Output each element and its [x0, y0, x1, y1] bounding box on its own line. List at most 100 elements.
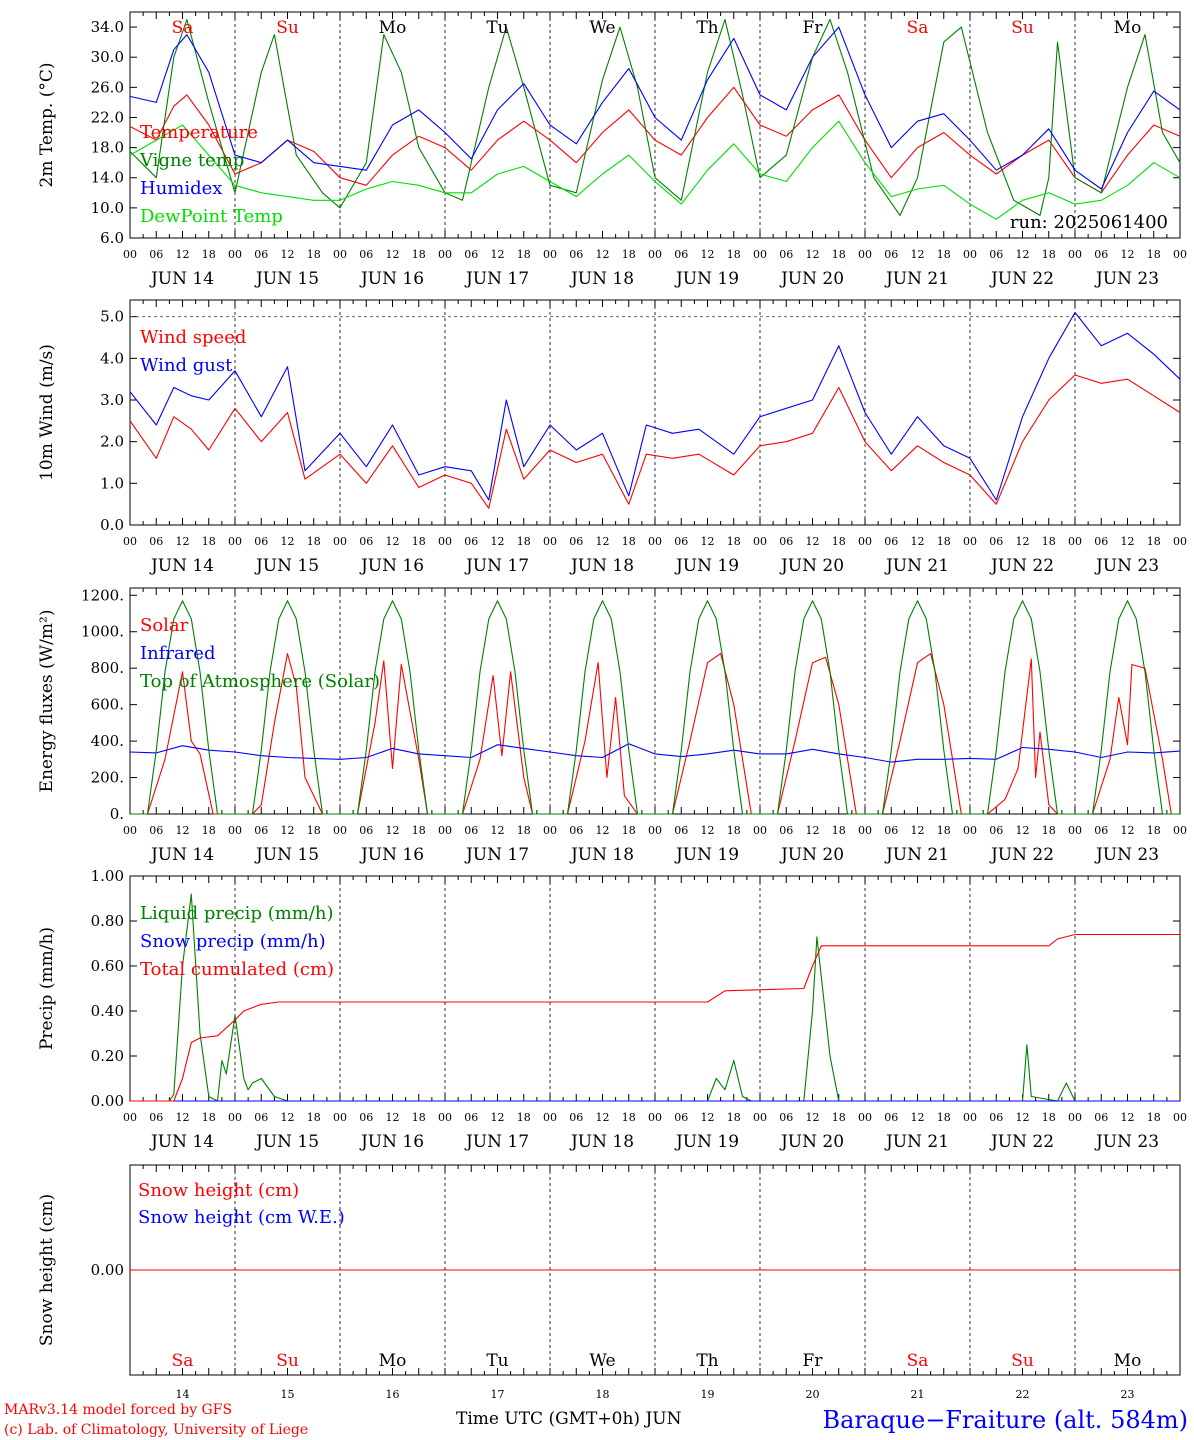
hour-label: 12 — [1121, 248, 1135, 261]
date-label: JUN 19 — [674, 269, 739, 289]
hour-label: 18 — [412, 824, 426, 837]
y-tick-label: 0.40 — [91, 1002, 124, 1020]
y-axis-title: Precip (mm/h) — [37, 927, 57, 1050]
hour-label: 12 — [806, 248, 820, 261]
hour-label: 12 — [596, 1111, 610, 1124]
hour-label: 00 — [858, 248, 872, 261]
date-label: JUN 17 — [464, 845, 529, 865]
hour-label: 00 — [543, 248, 557, 261]
hour-label: 18 — [517, 824, 531, 837]
hour-label: 00 — [228, 824, 242, 837]
hour-label: 00 — [228, 535, 242, 548]
series-line-blue — [129, 311, 1181, 501]
hour-label: 00 — [1068, 824, 1082, 837]
date-label: JUN 22 — [989, 556, 1054, 576]
y-axis-title: Energy fluxes (W/m²) — [37, 610, 57, 793]
hour-label: 18 — [622, 824, 636, 837]
weekday-label: Su — [276, 1351, 299, 1371]
hour-label: 18 — [832, 824, 846, 837]
hour-label: 06 — [884, 1111, 898, 1124]
hour-label: 00 — [963, 824, 977, 837]
hour-label: 18 — [517, 1111, 531, 1124]
y-axis-title: 2m Temp. (°C) — [37, 62, 57, 187]
hour-label: 12 — [701, 248, 715, 261]
hour-label: 18 — [727, 1111, 741, 1124]
hour-label: 12 — [491, 824, 505, 837]
weekday-label: Sa — [907, 1351, 929, 1371]
hour-label: 00 — [543, 1111, 557, 1124]
series-line-green — [130, 600, 1180, 815]
weekday-label: Fr — [803, 1351, 824, 1371]
hour-label: 00 — [858, 824, 872, 837]
date-label: JUN 19 — [674, 556, 739, 576]
hour-label: 12 — [806, 1111, 820, 1124]
hour-label: 18 — [622, 1111, 636, 1124]
hour-label: 00 — [858, 535, 872, 548]
hour-label: 06 — [149, 535, 163, 548]
hour-label: 00 — [1068, 248, 1082, 261]
series-line-green — [129, 18, 1181, 216]
hour-label: 12 — [281, 1111, 295, 1124]
hour-label: 18 — [727, 535, 741, 548]
hour-label: 06 — [674, 824, 688, 837]
hour-label: 18 — [202, 824, 216, 837]
y-tick-label: 10.0 — [91, 199, 124, 217]
date-label: JUN 20 — [779, 269, 844, 289]
y-tick-label: 6.0 — [100, 229, 124, 247]
hour-label: 12 — [176, 824, 190, 837]
hour-label: 00 — [1173, 248, 1187, 261]
hour-label: 06 — [1094, 535, 1108, 548]
date-label: JUN 16 — [359, 845, 424, 865]
legend-entry: Liquid precip (mm/h) — [140, 903, 334, 924]
hour-label: 06 — [779, 248, 793, 261]
legend-entry: Wind gust — [140, 355, 233, 376]
y-tick-label: 1200. — [81, 586, 124, 604]
hour-label: 18 — [412, 248, 426, 261]
hour-label: 12 — [806, 535, 820, 548]
hour-label: 06 — [149, 1111, 163, 1124]
hour-label: 06 — [359, 535, 373, 548]
hour-label: 12 — [386, 535, 400, 548]
hour-label: 06 — [674, 535, 688, 548]
date-label: JUN 17 — [464, 269, 529, 289]
y-tick-label: 2.0 — [100, 433, 124, 451]
hour-label: 18 — [1147, 824, 1161, 837]
date-label: JUN 21 — [884, 1132, 949, 1152]
y-tick-label: 0.0 — [100, 516, 124, 534]
weekday-label: Sa — [907, 18, 929, 38]
date-label: JUN 15 — [254, 269, 319, 289]
hour-label: 00 — [543, 824, 557, 837]
legend-entry: Infrared — [140, 643, 215, 664]
hour-label: 06 — [359, 248, 373, 261]
hour-label: 00 — [753, 248, 767, 261]
date-label: JUN 20 — [779, 845, 844, 865]
date-label: JUN 23 — [1094, 556, 1159, 576]
weekday-label: Mo — [1114, 18, 1142, 38]
hour-label: 18 — [307, 535, 321, 548]
y-tick-label: 0.20 — [91, 1047, 124, 1065]
y-tick-label: 1.0 — [100, 474, 124, 492]
y-tick-label: 800. — [91, 659, 124, 677]
hour-label: 00 — [123, 535, 137, 548]
hour-label: 12 — [596, 248, 610, 261]
hour-label: 00 — [648, 248, 662, 261]
hour-label: 18 — [1042, 1111, 1056, 1124]
date-label: JUN 22 — [989, 845, 1054, 865]
date-label: JUN 18 — [569, 845, 634, 865]
run-label: run: 2025061400 — [1010, 212, 1168, 233]
hour-label: 12 — [386, 1111, 400, 1124]
hour-label: 06 — [254, 824, 268, 837]
hour-label: 06 — [884, 824, 898, 837]
hour-label: 06 — [989, 248, 1003, 261]
footer-model: MARv3.14 model forced by GFS — [4, 1402, 232, 1418]
date-label: JUN 18 — [569, 556, 634, 576]
series-line-lightgreen — [129, 120, 1181, 220]
date-label: JUN 15 — [254, 845, 319, 865]
hour-label: 18 — [1147, 535, 1161, 548]
legend-entry: Solar — [140, 615, 189, 636]
weekday-label: Tu — [486, 18, 508, 38]
weekday-label: We — [589, 1351, 615, 1371]
legend-entry: Snow height (cm) — [138, 1180, 299, 1201]
y-tick-label: 30.0 — [91, 48, 124, 66]
